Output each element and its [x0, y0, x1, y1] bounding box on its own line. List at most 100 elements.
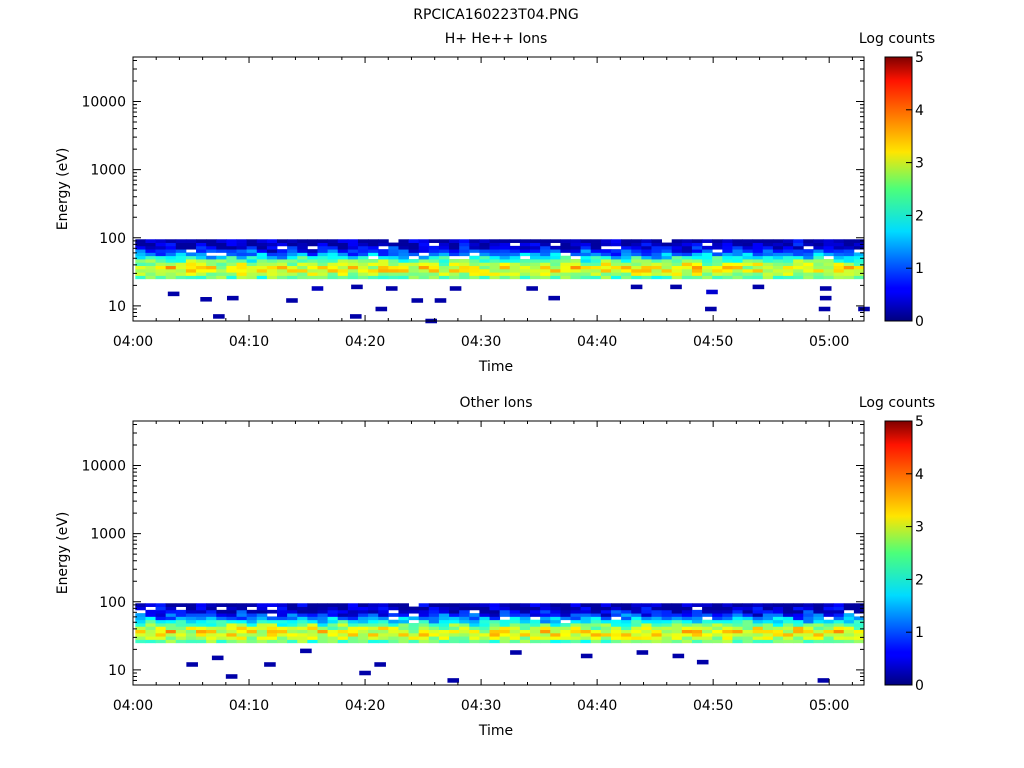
heatmap-cell [843, 606, 855, 611]
heatmap-cell [530, 639, 541, 644]
heatmap-cell [155, 623, 167, 627]
heatmap-cell [712, 613, 723, 617]
heatmap-cell [823, 268, 835, 273]
heatmap-cell [196, 245, 207, 250]
heatmap-cell [327, 626, 339, 631]
heatmap-cell [206, 249, 217, 253]
heatmap-cells [135, 239, 870, 324]
heatmap-cell [418, 623, 430, 627]
heatmap-cell [256, 259, 268, 263]
heatmap-cell [803, 623, 814, 627]
heatmap-cell [702, 249, 713, 253]
heatmap-cell [610, 252, 622, 257]
heatmap-cell [418, 259, 430, 263]
heatmap-cell [519, 265, 531, 270]
heatmap-cell [398, 626, 409, 631]
heatmap-cell [499, 619, 511, 624]
heatmap-cell [793, 268, 804, 273]
heatmap-cell [610, 242, 622, 247]
heatmap-point [706, 289, 718, 295]
heatmap-cell [327, 259, 339, 263]
heatmap-cell [600, 268, 612, 273]
heatmap-cell [236, 242, 248, 247]
heatmap-cell [813, 613, 824, 617]
heatmap-cell [226, 629, 237, 634]
heatmap-cell [762, 272, 774, 276]
heatmap-cell [671, 603, 683, 607]
heatmap-cell [712, 616, 723, 621]
heatmap-cell [833, 639, 845, 644]
heatmap-cell [742, 245, 754, 250]
heatmap-cell [438, 268, 450, 273]
heatmap-cell [722, 262, 733, 267]
heatmap-cell [317, 239, 329, 243]
heatmap-cell [428, 616, 440, 621]
heatmap-cell [540, 272, 551, 276]
heatmap-cell [266, 245, 278, 250]
heatmap-cell [165, 623, 177, 627]
x-tick-label: 04:40 [577, 334, 617, 350]
heatmap-cell [438, 603, 450, 607]
heatmap-cell [438, 609, 450, 614]
heatmap-cell [752, 242, 764, 247]
y-axis-label: Energy (eV) [55, 148, 71, 231]
heatmap-cell [408, 242, 420, 247]
heatmap-cell [145, 265, 156, 270]
heatmap-cell [165, 616, 177, 621]
colorbar-tick-label: 5 [915, 414, 924, 430]
heatmap-cell [641, 259, 652, 263]
heatmap-cell [378, 275, 389, 280]
heatmap-cell [530, 606, 541, 611]
heatmap-cell [317, 272, 329, 276]
heatmap-cell [560, 626, 571, 631]
heatmap-cell [621, 639, 632, 644]
heatmap-cell [853, 639, 865, 644]
heatmap-cell [853, 239, 865, 243]
heatmap-cell [135, 249, 146, 253]
heatmap-cell [256, 632, 268, 637]
heatmap-cell [651, 259, 662, 263]
heatmap-cell [509, 623, 521, 627]
heatmap-cell [317, 636, 329, 640]
heatmap-cell [772, 609, 784, 614]
heatmap-cell [216, 262, 227, 267]
heatmap-cell [540, 632, 551, 637]
heatmap-cell [651, 249, 662, 253]
heatmap-cell [540, 609, 551, 614]
heatmap-cell [337, 629, 349, 634]
heatmap-cell [722, 239, 733, 243]
heatmap-cell [621, 255, 632, 260]
heatmap-cell [357, 259, 369, 263]
heatmap-cell [337, 609, 349, 614]
heatmap-cell [519, 259, 531, 263]
heatmap-cell [479, 619, 490, 624]
heatmap-cell [266, 265, 278, 270]
heatmap-cell [621, 259, 632, 263]
heatmap-cell [742, 632, 754, 637]
heatmap-cell [732, 613, 743, 617]
heatmap-cell [469, 632, 480, 637]
heatmap-cell [590, 259, 602, 263]
heatmap-point [311, 286, 324, 291]
heatmap-cell [408, 268, 420, 273]
heatmap-cell [206, 616, 217, 621]
colorbar [884, 420, 913, 686]
heatmap-cell [246, 616, 258, 621]
heatmap-cell [246, 272, 258, 276]
heatmap-cell [479, 629, 490, 634]
heatmap-cell [651, 639, 662, 644]
heatmap-cell [762, 255, 774, 260]
heatmap-cell [226, 616, 237, 621]
heatmap-cell [560, 268, 571, 273]
heatmap-cell [307, 623, 318, 627]
heatmap-cell [145, 613, 156, 617]
heatmap-cell [550, 262, 561, 267]
heatmap-cell [651, 268, 662, 273]
heatmap-cell [600, 616, 612, 621]
heatmap-cell [449, 249, 460, 253]
heatmap-cell [540, 275, 551, 280]
colorbar-tick-label: 3 [915, 520, 924, 536]
heatmap-point [349, 314, 362, 319]
heatmap-cell [803, 606, 814, 611]
heatmap-cell [398, 265, 409, 270]
